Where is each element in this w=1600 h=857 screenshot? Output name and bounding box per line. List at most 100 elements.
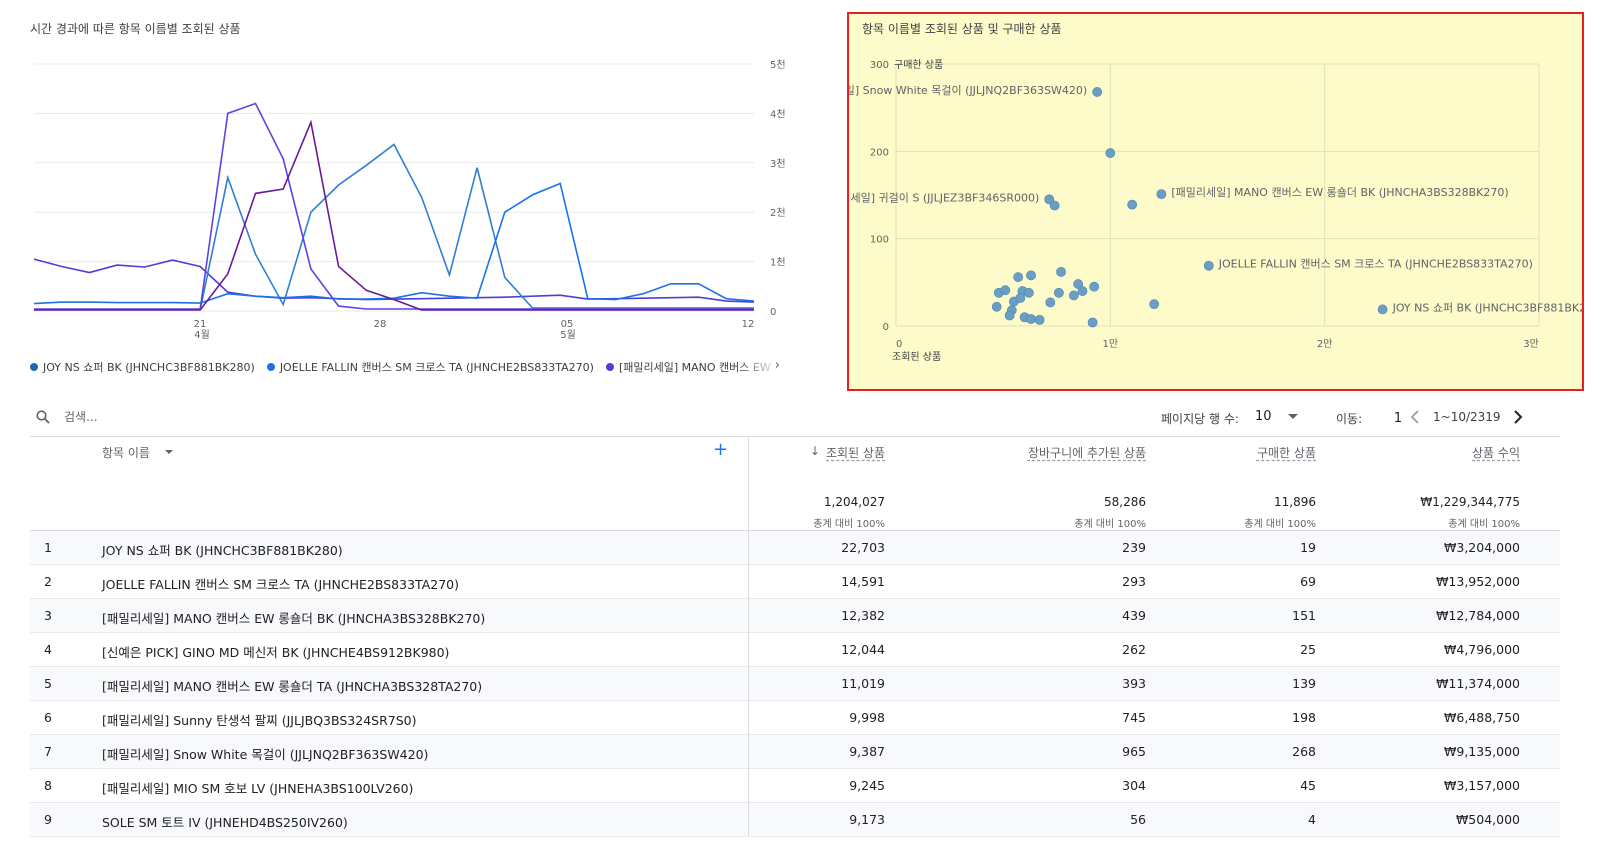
legend-dot bbox=[30, 363, 38, 371]
column-divider bbox=[748, 667, 749, 701]
series-line[interactable] bbox=[34, 119, 754, 311]
row-item-name: [신예은 PICK] GINO MD 메신저 BK (JHNCHE4BS912B… bbox=[102, 645, 450, 660]
scatter-point[interactable] bbox=[1023, 287, 1034, 298]
row-cart: 965 bbox=[1122, 744, 1146, 759]
scatter-point[interactable] bbox=[1026, 270, 1036, 281]
x-month-label: 5월 bbox=[560, 329, 576, 341]
data-table: 항목 이름 + ↓ 조회된 상품 장바구니에 추가된 상품 구매한 상품 상품 … bbox=[30, 436, 1560, 837]
y-axis-label: 구매한 상품 bbox=[894, 59, 943, 71]
x-tick-label: 05 bbox=[561, 319, 574, 330]
series-line[interactable] bbox=[34, 102, 754, 310]
table-row[interactable]: 7 [패밀리세일] Snow White 목걸이 (JJLJNQ2BF363SW4… bbox=[30, 735, 1560, 769]
legend-prev-button[interactable]: ‹ bbox=[752, 358, 758, 373]
scatter-point[interactable] bbox=[1056, 266, 1066, 277]
row-cart: 393 bbox=[1122, 676, 1146, 691]
scatter-point[interactable] bbox=[1004, 310, 1015, 321]
scatter-point[interactable] bbox=[1087, 317, 1098, 328]
table-row[interactable]: 4 [신예은 PICK] GINO MD 메신저 BK (JHNCHE4BS912… bbox=[30, 633, 1560, 667]
goto-label: 이동: bbox=[1336, 412, 1363, 426]
scatter-point[interactable] bbox=[1049, 200, 1060, 211]
scatter-point[interactable] bbox=[1105, 148, 1116, 158]
scatter-point[interactable] bbox=[1034, 314, 1045, 325]
goto-page-input[interactable] bbox=[1373, 406, 1423, 430]
series-line[interactable] bbox=[34, 143, 754, 311]
x-month-label: 4월 bbox=[194, 329, 210, 341]
row-views: 11,019 bbox=[841, 676, 885, 691]
column-divider bbox=[748, 531, 749, 565]
row-rank: 8 bbox=[44, 778, 52, 793]
total-views: 1,204,027 bbox=[823, 495, 885, 509]
scatter-point[interactable] bbox=[1203, 260, 1214, 271]
column-divider bbox=[748, 437, 749, 532]
scatter-point[interactable] bbox=[1000, 285, 1011, 296]
scatter-point[interactable] bbox=[1092, 87, 1103, 97]
table-row[interactable]: 9 SOLE SM 토트 IV (JHNEHD4BS250IV260) 9,173 5… bbox=[30, 803, 1560, 837]
metric-header-revenue[interactable]: 상품 수익 bbox=[1472, 446, 1520, 460]
scatter-point[interactable] bbox=[1156, 189, 1167, 200]
row-item-name: [패밀리세일] Snow White 목걸이 (JJLJNQ2BF363SW42… bbox=[102, 747, 429, 762]
row-cart: 239 bbox=[1122, 540, 1146, 555]
table-row[interactable]: 5 [패밀리세일] MANO 캔버스 EW 롱숄더 TA (JHNCHA3BS32… bbox=[30, 667, 1560, 701]
legend-label: JOY NS 쇼퍼 BK (JHNCHC3BF881BK280) bbox=[43, 361, 255, 374]
scatter-point[interactable] bbox=[1073, 279, 1084, 289]
row-views: 14,591 bbox=[841, 574, 885, 589]
scatter-point[interactable] bbox=[1026, 314, 1036, 324]
scatter-point[interactable] bbox=[1013, 272, 1024, 282]
table-row[interactable]: 3 [패밀리세일] MANO 캔버스 EW 롱숄더 BK (JHNCHA3BS32… bbox=[30, 599, 1560, 633]
next-page-icon[interactable] bbox=[1509, 408, 1527, 426]
dimension-header[interactable]: 항목 이름 bbox=[102, 446, 150, 460]
row-cart: 56 bbox=[1130, 812, 1146, 827]
row-revenue: ₩9,135,000 bbox=[1444, 744, 1520, 759]
caret-down-icon[interactable] bbox=[165, 450, 173, 454]
sort-down-icon: ↓ bbox=[810, 444, 821, 458]
y-tick-label: 4천 bbox=[770, 108, 786, 120]
rows-per-page-select[interactable]: 10 bbox=[1255, 406, 1305, 430]
metric-header-views[interactable]: 조회된 상품 bbox=[826, 446, 886, 460]
x-tick-label: 2만 bbox=[1317, 338, 1333, 350]
y-tick-label: 0 bbox=[883, 322, 889, 333]
y-tick-label: 0 bbox=[770, 307, 776, 318]
legend-next-button[interactable]: › bbox=[774, 358, 780, 373]
scatter-point[interactable] bbox=[1045, 297, 1056, 308]
table-row[interactable]: 8 [패밀리세일] MIO SM 호보 LV (JHNEHA3BS100LV260… bbox=[30, 769, 1560, 803]
legend-fade bbox=[740, 358, 810, 376]
search-icon[interactable] bbox=[36, 410, 50, 424]
row-revenue: ₩6,488,750 bbox=[1444, 710, 1520, 725]
row-rank: 5 bbox=[44, 676, 52, 691]
column-divider bbox=[748, 803, 749, 837]
column-divider bbox=[748, 769, 749, 803]
legend-item[interactable]: JOY NS 쇼퍼 BK (JHNCHC3BF881BK280) bbox=[30, 359, 255, 375]
row-cart: 304 bbox=[1122, 778, 1146, 793]
table-row[interactable]: 2 JOELLE FALLIN 캔버스 SM 크로스 TA (JHNCHE2BS8… bbox=[30, 565, 1560, 599]
legend-item[interactable]: JOELLE FALLIN 캔버스 SM 크로스 TA (JHNCHE2BS83… bbox=[266, 359, 594, 375]
previous-page-icon[interactable] bbox=[1407, 408, 1425, 426]
add-dimension-button[interactable]: + bbox=[713, 439, 729, 460]
row-revenue: ₩11,374,000 bbox=[1436, 676, 1520, 691]
search-input[interactable] bbox=[64, 406, 364, 428]
x-tick-label: 28 bbox=[374, 319, 387, 330]
row-views: 9,998 bbox=[849, 710, 885, 725]
total-revenue: ₩1,229,344,775 bbox=[1420, 495, 1520, 509]
legend-item[interactable]: [패밀리세일] MANO 캔버스 EW bbox=[605, 359, 771, 375]
scatter-point[interactable] bbox=[1077, 286, 1088, 296]
row-purchased: 268 bbox=[1292, 744, 1316, 759]
rows-per-page-value: 10 bbox=[1255, 409, 1272, 424]
metric-header-cart[interactable]: 장바구니에 추가된 상품 bbox=[1027, 446, 1146, 460]
table-row[interactable]: 6 [패밀리세일] Sunny 탄생석 팔찌 (JJLJBQ3BS324SR7S0… bbox=[30, 701, 1560, 735]
y-tick-label: 5천 bbox=[770, 59, 786, 71]
scatter-point[interactable] bbox=[1377, 304, 1388, 315]
point-label: [패밀리세일] Snow White 목걸이 (JJLJNQ2BF363SW42… bbox=[849, 83, 1087, 97]
scatter-point[interactable] bbox=[1015, 293, 1026, 303]
row-rank: 3 bbox=[44, 608, 52, 623]
scatter-point[interactable] bbox=[1053, 287, 1064, 298]
scatter-point[interactable] bbox=[1127, 199, 1138, 210]
series-line[interactable] bbox=[33, 258, 755, 303]
table-row[interactable]: 1 JOY NS 쇼퍼 BK (JHNCHC3BF881BK280) 22,703 2… bbox=[30, 531, 1560, 565]
scatter-point[interactable] bbox=[1089, 281, 1100, 292]
scatter-point[interactable] bbox=[1068, 290, 1079, 301]
metric-header-purchased[interactable]: 구매한 상품 bbox=[1256, 446, 1316, 460]
scatter-point[interactable] bbox=[1149, 299, 1160, 310]
scatter-point[interactable] bbox=[991, 301, 1002, 312]
series-line[interactable] bbox=[33, 182, 755, 305]
x-tick-label: 12 bbox=[742, 319, 755, 330]
